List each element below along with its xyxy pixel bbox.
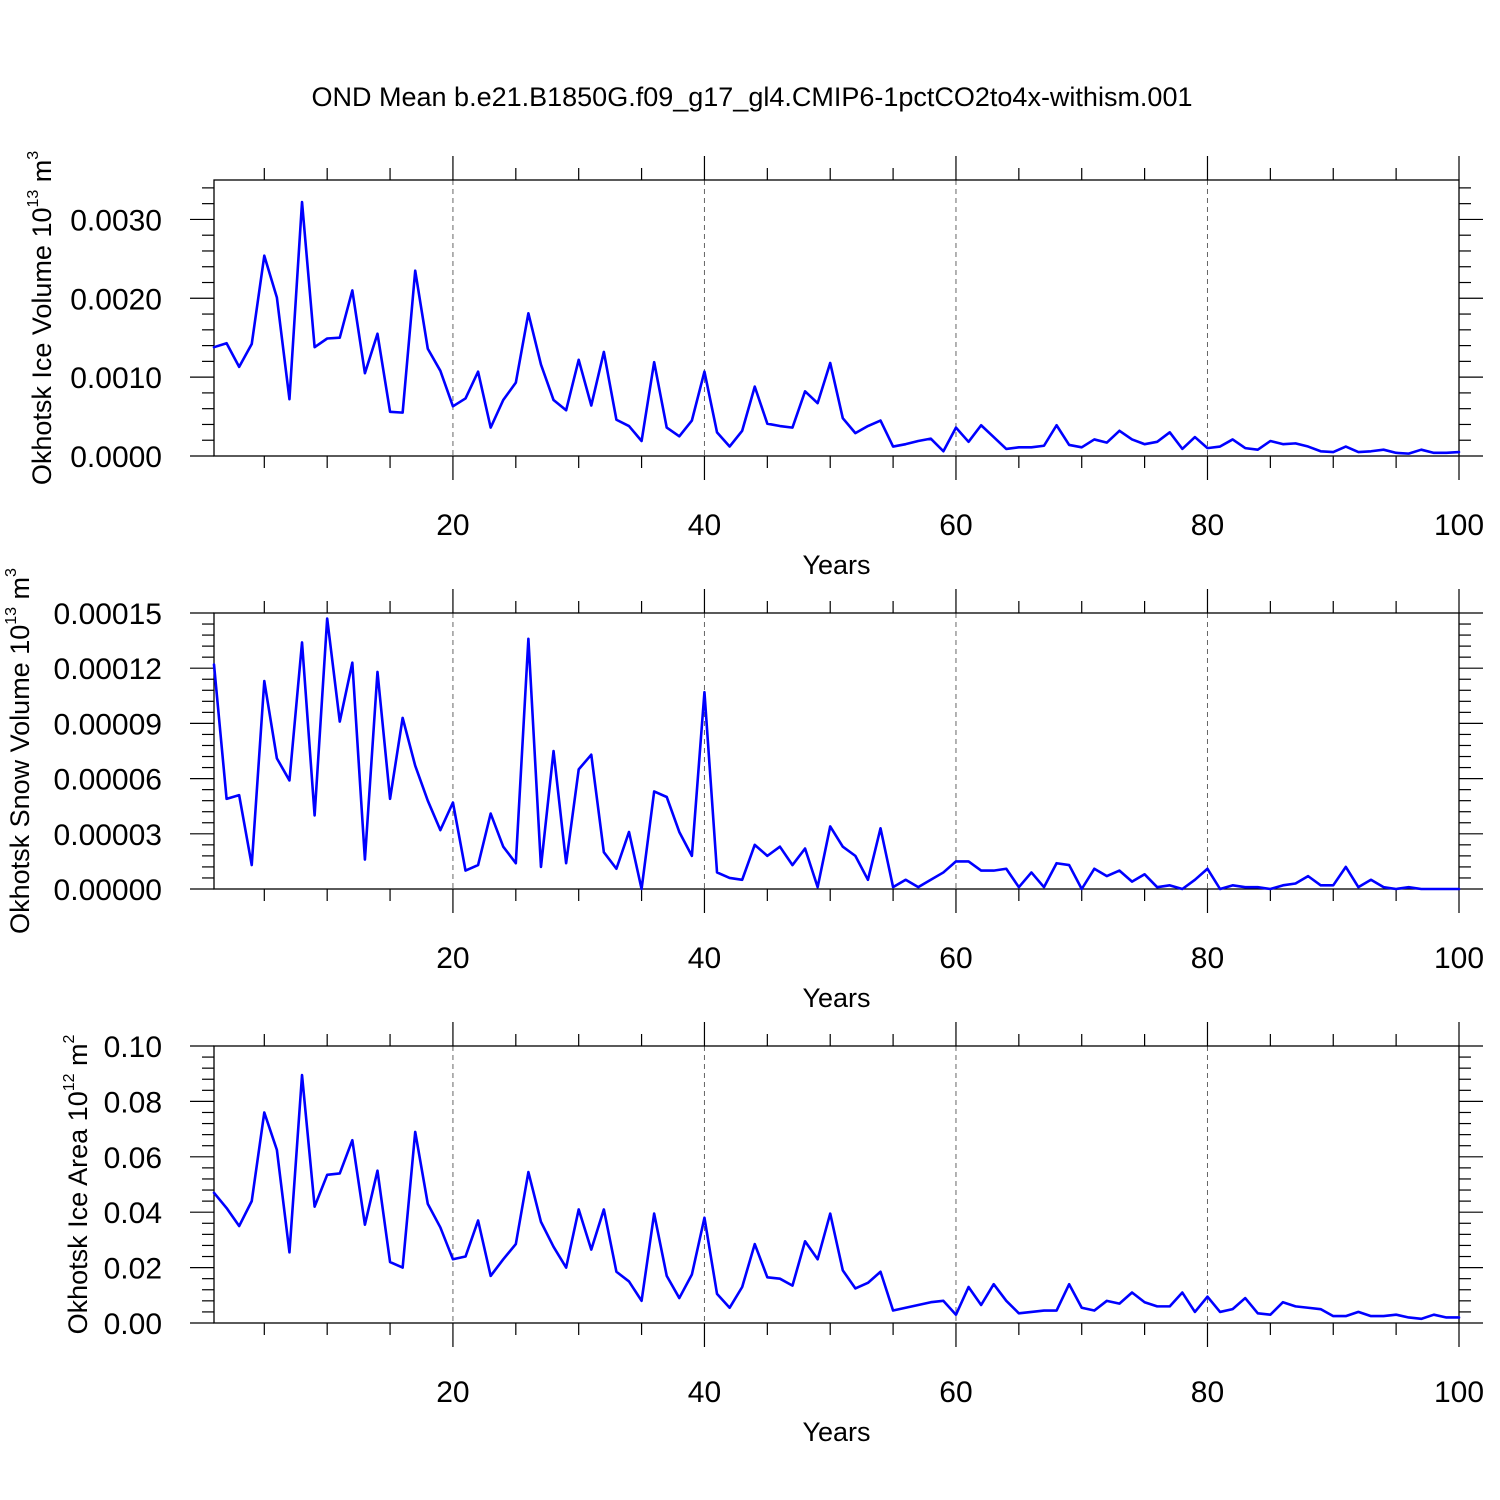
y-tick-label: 0.02	[104, 1253, 162, 1286]
y-axis-label-superscript: 13	[3, 607, 20, 625]
x-tick-label: 40	[688, 509, 721, 542]
y-axis-label: Okhotsk Ice Area 1012 m2	[61, 1034, 93, 1334]
plot-frame	[213, 179, 1460, 457]
y-axis-label-superscript: 13	[25, 190, 42, 208]
y-axis-label: Okhotsk Ice Volume 1013 m3	[25, 151, 57, 485]
series-points	[213, 1075, 1460, 1319]
y-tick-label: 0.00015	[54, 598, 162, 631]
x-tick-label: 100	[1434, 1376, 1484, 1409]
y-axis-label-superscript: 3	[3, 568, 20, 577]
x-axis-label: Years	[802, 983, 870, 1013]
series-line	[212, 1073, 1461, 1321]
panel-1: 20 40 60 80 100 0.0000 0.0010 0.0020 0.0030 Years…	[25, 151, 1484, 580]
y-axis-label-text: m	[63, 1043, 93, 1073]
x-tick-label: 20	[436, 509, 469, 542]
x-tick-label: 60	[939, 1376, 972, 1409]
y-tick-label: 0.00000	[54, 874, 162, 907]
y-tick-label: 0.00003	[54, 819, 162, 852]
y-tick-label: 0.08	[104, 1086, 162, 1119]
panel-3: 20 40 60 80 100 0.00 0.02 0.04 0.06 0.08 0.10 Years…	[61, 1022, 1484, 1447]
series-line	[212, 617, 1461, 891]
figure-title: OND Mean b.e21.B1850G.f09_g17_gl4.CMIP6-…	[312, 82, 1193, 112]
y-tick-label: 0.0020	[70, 283, 162, 316]
y-tick-label: 0.00006	[54, 764, 162, 797]
y-tick-label: 0.0010	[70, 362, 162, 395]
x-tick-label: 80	[1191, 942, 1224, 975]
x-tick-label: 40	[688, 942, 721, 975]
y-axis-label-superscript: 2	[61, 1034, 78, 1043]
y-tick-label: 0.04	[104, 1197, 162, 1230]
y-axis-label-text: Okhotsk Ice Volume 10	[27, 208, 57, 486]
y-axis-label-text: Okhotsk Ice Area 10	[63, 1091, 93, 1334]
y-axis-label-superscript: 3	[25, 151, 42, 160]
x-tick-label: 40	[688, 1376, 721, 1409]
y-tick-label: 0.00012	[54, 653, 162, 686]
x-tick-label: 100	[1434, 942, 1484, 975]
plot-frame	[213, 612, 1460, 890]
y-tick-label: 0.0000	[70, 441, 162, 474]
y-tick-label: 0.0030	[70, 204, 162, 237]
y-tick-label: 0.00009	[54, 708, 162, 741]
x-axis-label: Years	[802, 550, 870, 580]
x-axis-label: Years	[802, 1417, 870, 1447]
x-tick-label: 60	[939, 509, 972, 542]
x-tick-label: 20	[436, 1376, 469, 1409]
y-axis-label-text: m	[27, 160, 57, 190]
series-points	[213, 202, 1460, 454]
panels: 20 40 60 80 1000.00000.00100.00200.0030Years…	[3, 151, 1484, 1447]
plot-frame	[213, 1045, 1460, 1324]
y-tick-label: 0.06	[104, 1142, 162, 1175]
x-tick-label: 20	[436, 942, 469, 975]
y-tick-label: 0.10	[104, 1031, 162, 1064]
x-tick-label: 60	[939, 942, 972, 975]
y-axis-label: Okhotsk Snow Volume 1013 m3	[3, 568, 35, 934]
x-tick-label: 80	[1191, 509, 1224, 542]
series-points	[213, 618, 1460, 890]
y-tick-label: 0.00	[104, 1308, 162, 1341]
y-axis-label-text: Okhotsk Snow Volume 10	[5, 625, 35, 934]
x-tick-label: 80	[1191, 1376, 1224, 1409]
series-line	[212, 200, 1461, 455]
x-tick-label: 100	[1434, 509, 1484, 542]
panel-2: 20 40 60 80 100 0.00000 0.00003 0.00006 0.00009 0…	[3, 568, 1484, 1013]
y-axis-label-superscript: 12	[61, 1073, 78, 1091]
y-axis-label-text: m	[5, 577, 35, 607]
